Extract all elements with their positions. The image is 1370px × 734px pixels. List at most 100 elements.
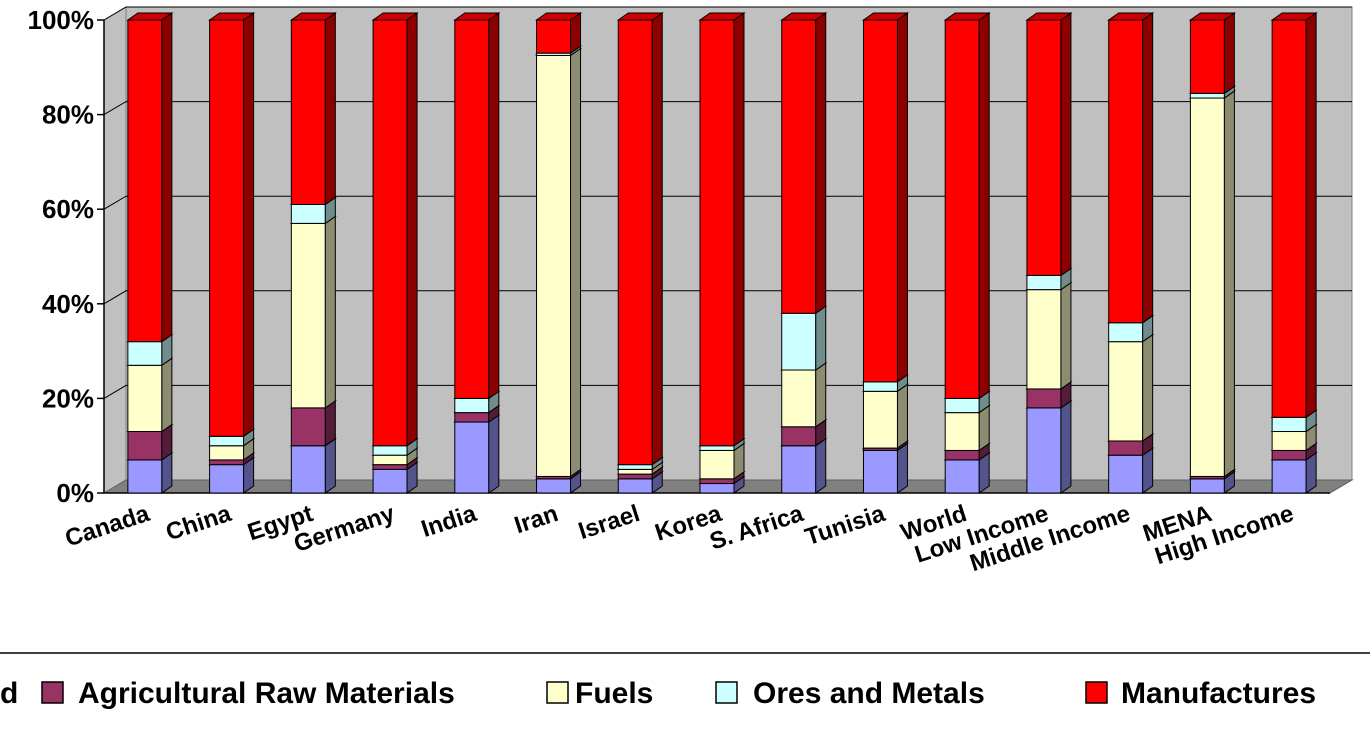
bar-front — [454, 397, 490, 414]
bar-front — [781, 426, 817, 447]
bar-front — [944, 397, 980, 414]
side-wall — [103, 6, 127, 494]
bar-front — [127, 431, 163, 461]
legend-item: d — [0, 677, 18, 710]
bar-segment-fuels — [780, 362, 828, 428]
bar-front — [127, 364, 163, 433]
bar-front — [1026, 289, 1062, 390]
bar-segment-manufactures — [861, 12, 910, 383]
x-tick-label: China — [163, 500, 235, 546]
bar-front — [1026, 274, 1062, 291]
x-tick-label: Iran — [511, 500, 561, 539]
bar-side — [324, 12, 336, 206]
bar-front — [699, 483, 735, 494]
bar-segment-manufactures — [943, 12, 991, 400]
bar-front — [1026, 407, 1062, 494]
bar-side — [1060, 399, 1072, 494]
bar-side — [978, 404, 990, 452]
bar-top — [208, 12, 256, 21]
bar-front — [127, 459, 163, 494]
bar-segment-fuels — [861, 383, 910, 450]
bar-front — [1271, 449, 1307, 461]
bar-side — [896, 383, 908, 450]
gridline — [103, 6, 1352, 21]
bar-front — [1108, 454, 1144, 494]
bar-top — [1188, 12, 1236, 21]
legend-swatch — [546, 681, 569, 704]
bar-top — [289, 12, 337, 21]
bar-segment-manufactures — [1188, 12, 1236, 95]
bar-front — [617, 468, 653, 475]
bar-side — [161, 357, 173, 433]
legend-item: Fuels — [546, 677, 653, 710]
bar-front — [781, 369, 817, 428]
bar-segment-manufactures — [289, 12, 337, 206]
bar-front — [209, 445, 245, 461]
bar-front — [290, 445, 326, 494]
legend-swatch — [715, 681, 738, 704]
bar-front — [862, 390, 898, 449]
bar-front — [1108, 322, 1144, 343]
bar-side — [570, 47, 582, 478]
bar-front — [1189, 97, 1225, 477]
bar-segment-ores-and-metals — [780, 305, 828, 371]
bar-front — [536, 19, 572, 54]
bar-front — [781, 445, 817, 494]
bar-front — [290, 203, 326, 224]
bar-front — [454, 19, 490, 399]
bar-side — [815, 437, 827, 494]
bar-front — [1271, 19, 1307, 418]
bar-front — [862, 449, 898, 494]
bar-front — [1271, 459, 1307, 494]
bar-front — [372, 454, 408, 466]
legend-item: Manufactures — [1085, 677, 1316, 710]
bar-side — [406, 12, 418, 447]
bar-front — [209, 435, 245, 447]
bar-side — [651, 12, 663, 466]
bar-segment-manufactures — [1025, 12, 1073, 277]
bar-side — [161, 12, 173, 343]
bar-side — [1060, 281, 1072, 390]
bar-front — [127, 341, 163, 366]
bar-segment-manufactures — [780, 12, 828, 315]
bar-segment-manufactures — [453, 12, 501, 400]
bar-front — [781, 312, 817, 371]
bar-segment-food — [453, 414, 501, 494]
bar-segment-food — [289, 437, 337, 494]
bar-front — [290, 222, 326, 409]
bar-segment-fuels — [534, 47, 583, 478]
bar-segment-manufactures — [698, 12, 746, 447]
bar-front — [127, 19, 163, 343]
bar-front — [699, 478, 735, 485]
bar-front — [372, 445, 408, 456]
bar-front — [617, 464, 653, 470]
bar-front — [781, 19, 817, 314]
bar-front — [1271, 431, 1307, 451]
bar-front — [536, 478, 572, 494]
bar-front — [1271, 416, 1307, 433]
bar-front — [372, 19, 408, 447]
bar-front — [1189, 478, 1225, 494]
gridline — [103, 101, 1352, 116]
bar-front — [290, 407, 326, 447]
bar-front — [699, 445, 735, 451]
bar-front — [1108, 440, 1144, 456]
bar-top — [1107, 12, 1155, 21]
bar-side — [815, 12, 827, 315]
bar-side — [815, 305, 827, 371]
y-axis: 0% 20% 40% 60% 80% 100% — [28, 5, 1330, 508]
legend-swatch — [41, 681, 64, 704]
bar-top — [616, 12, 664, 21]
bar-side — [1223, 90, 1235, 478]
legend: d Agricultural Raw Materials Fuels Ores and… — [0, 652, 1370, 710]
bar-side — [896, 12, 908, 383]
bar-segment-food — [780, 437, 828, 494]
bar-front — [209, 19, 245, 437]
bar-front — [944, 449, 980, 461]
bar-front — [290, 19, 326, 205]
bar-front — [699, 449, 735, 480]
bar-front — [372, 464, 408, 470]
bar-side — [978, 12, 990, 400]
